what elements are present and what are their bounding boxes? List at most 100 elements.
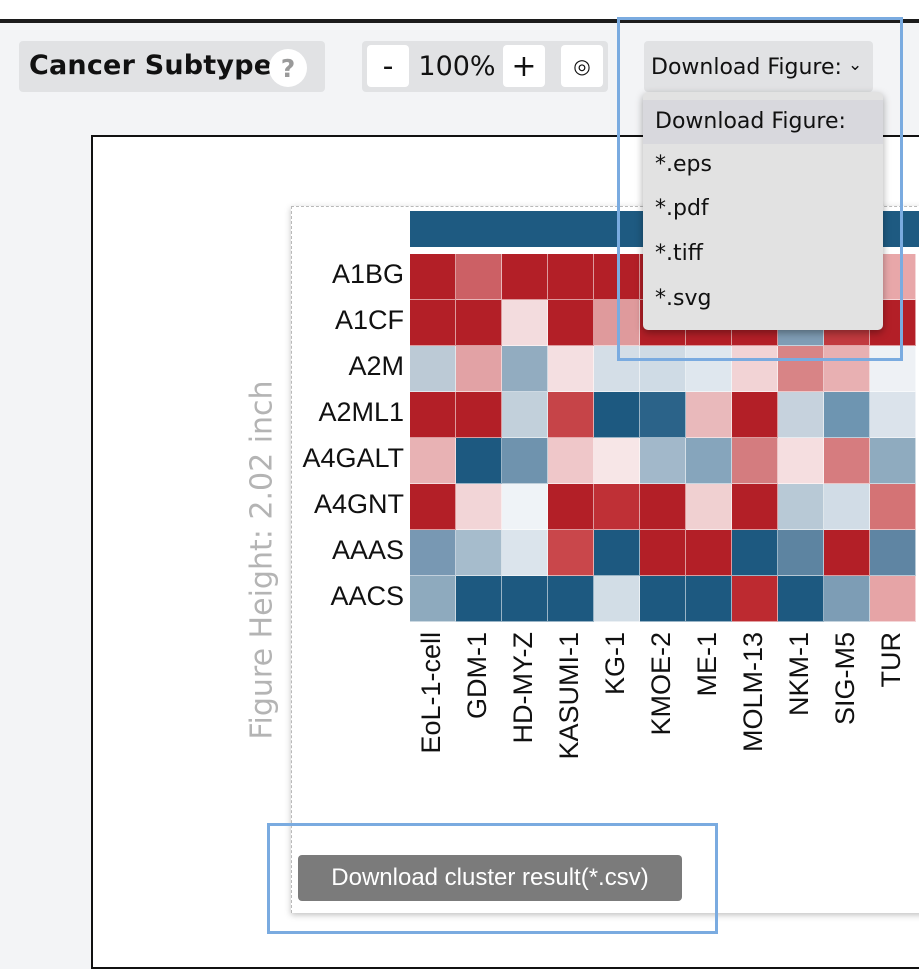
heatmap-cell (502, 576, 548, 622)
heatmap-cell (778, 530, 824, 576)
heatmap-cell (732, 576, 778, 622)
heatmap-cell (778, 438, 824, 484)
heatmap-cell (594, 576, 640, 622)
highlight-box-download-csv (267, 823, 718, 934)
heatmap-cell (502, 346, 548, 392)
gene-label: AAAS (331, 535, 404, 565)
help-icon[interactable]: ? (269, 49, 307, 87)
heatmap-cell (594, 438, 640, 484)
heatmap-cell (502, 300, 548, 346)
heatmap-cell (548, 484, 594, 530)
heatmap-cell (824, 438, 870, 484)
heatmap-cell (410, 346, 456, 392)
cell-line-label: TUR (876, 632, 906, 688)
download-figure-label: Download Figure: (651, 55, 842, 80)
heatmap-cell (870, 392, 916, 438)
page-title: Cancer Subtypes (29, 50, 289, 81)
zoom-controls: - 100% + ◎ (362, 41, 608, 92)
heatmap-cell (640, 530, 686, 576)
heatmap-cell (548, 346, 594, 392)
cell-line-label: KG-1 (600, 632, 630, 696)
heatmap-cell (870, 438, 916, 484)
heatmap-cell (594, 484, 640, 530)
heatmap-cell (456, 300, 502, 346)
heatmap-row (410, 484, 916, 530)
gene-label: A2M (348, 351, 404, 381)
heatmap-row (410, 576, 916, 622)
heatmap-cell (548, 254, 594, 300)
heatmap-cell (686, 438, 732, 484)
heatmap-cell (502, 392, 548, 438)
heatmap-cell (456, 392, 502, 438)
heatmap-row (410, 392, 916, 438)
heatmap-cell (502, 530, 548, 576)
heatmap-cell (732, 438, 778, 484)
download-csv-button[interactable]: Download cluster result(*.csv) (298, 855, 682, 901)
dropdown-option-pdf[interactable]: *.pdf (655, 196, 709, 221)
cell-line-label: ME-1 (692, 632, 722, 697)
heatmap-cell (548, 300, 594, 346)
dropdown-option-svg[interactable]: *.svg (655, 286, 712, 311)
heatmap-cell (456, 576, 502, 622)
heatmap-cell (410, 576, 456, 622)
heatmap-cell (732, 392, 778, 438)
heatmap-cell (456, 484, 502, 530)
heatmap-cell (824, 530, 870, 576)
heatmap-cell (410, 300, 456, 346)
heatmap-cell (594, 530, 640, 576)
heatmap-row (410, 438, 916, 484)
heatmap-cell (410, 254, 456, 300)
heatmap-cell (870, 484, 916, 530)
heatmap-cell (456, 254, 502, 300)
zoom-in-button[interactable]: + (503, 45, 545, 87)
heatmap-cell (686, 484, 732, 530)
heatmap-cell (686, 346, 732, 392)
heatmap-cell (502, 438, 548, 484)
heatmap-cell (824, 346, 870, 392)
heatmap-cell (640, 392, 686, 438)
heatmap-cell (686, 576, 732, 622)
chevron-down-icon: ⌄ (848, 55, 863, 75)
gene-label: A1BG (331, 259, 404, 289)
dropdown-header[interactable]: Download Figure: (643, 100, 883, 144)
heatmap-cell (870, 346, 916, 392)
heatmap-cell (732, 484, 778, 530)
gene-label: A4GNT (313, 489, 404, 519)
cell-line-label: HD-MY-Z (508, 632, 538, 744)
heatmap-cell (824, 576, 870, 622)
heatmap-cell (456, 530, 502, 576)
dropdown-option-eps[interactable]: *.eps (655, 152, 712, 177)
download-figure-select[interactable]: Download Figure: ⌄ (644, 41, 873, 92)
gene-label: AACS (330, 581, 404, 611)
heatmap-cell (778, 484, 824, 530)
heatmap-cell (640, 346, 686, 392)
download-figure-dropdown: Download Figure: *.eps *.pdf *.tiff *.sv… (643, 92, 883, 330)
figure-height-label[interactable]: Figure Height: 2.02 inch (244, 380, 280, 740)
cell-line-label: KASUMI-1 (554, 632, 584, 760)
zoom-reset-button[interactable]: ◎ (561, 45, 603, 87)
heatmap-cell (456, 346, 502, 392)
heatmap-cell (732, 346, 778, 392)
heatmap-cell (548, 530, 594, 576)
heatmap-cell (870, 530, 916, 576)
heatmap-cell (594, 392, 640, 438)
heatmap-cell (824, 484, 870, 530)
heatmap-cell (686, 392, 732, 438)
cell-line-label: SIG-M5 (830, 632, 860, 726)
heatmap-cell (548, 576, 594, 622)
cell-line-label: EoL-1-cell (416, 632, 446, 754)
heatmap-cell (778, 346, 824, 392)
cell-line-label: GDM-1 (462, 632, 492, 719)
heatmap-row (410, 530, 916, 576)
heatmap-cell (410, 530, 456, 576)
gene-label: A2ML1 (318, 397, 404, 427)
dropdown-header-label: Download Figure: (655, 109, 846, 134)
dropdown-option-tiff[interactable]: *.tiff (655, 241, 703, 266)
heatmap-cell (732, 530, 778, 576)
heatmap-cell (456, 438, 502, 484)
heatmap-cell (824, 392, 870, 438)
heatmap-cell (778, 392, 824, 438)
heatmap-cell (502, 484, 548, 530)
zoom-out-button[interactable]: - (367, 45, 409, 87)
cell-line-label: MOLM-13 (738, 632, 768, 753)
